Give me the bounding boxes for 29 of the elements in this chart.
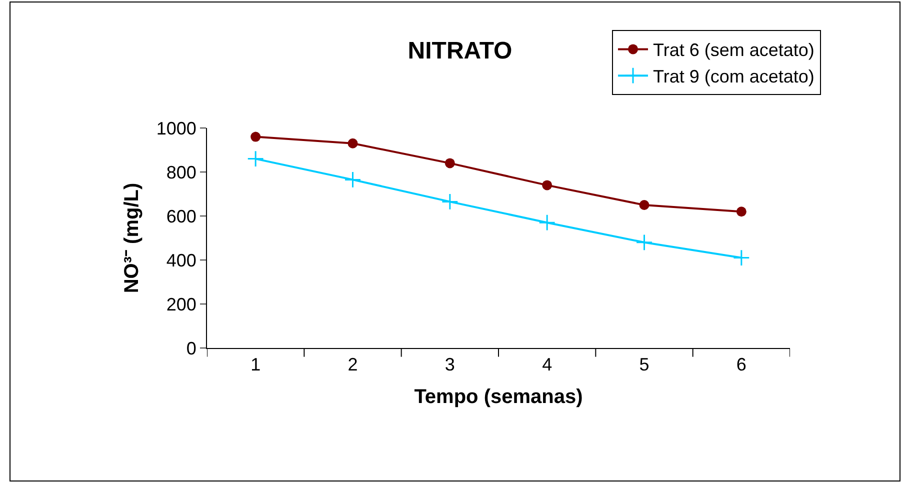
point <box>441 193 458 210</box>
x-tick-label: 2 <box>348 354 358 375</box>
point <box>250 132 261 142</box>
point <box>736 206 746 217</box>
legend-label: Trat 6 (sem acetato) <box>653 40 814 60</box>
legend-label: Trat 9 (com acetato) <box>653 66 814 87</box>
x-tick-label: 1 <box>250 354 261 375</box>
y-tick-label: 0 <box>186 338 196 358</box>
x-tick-label: 4 <box>542 354 552 375</box>
x-tick-label: 6 <box>736 354 746 375</box>
y-tick-label: 1000 <box>156 118 196 138</box>
x-tick-label: 5 <box>639 354 650 375</box>
point <box>636 234 653 251</box>
chart-title: NITRATO <box>408 37 512 64</box>
point <box>542 180 552 190</box>
point <box>639 200 650 210</box>
y-axis-title: NO³⁻ (mg/L) <box>120 182 143 294</box>
point <box>344 171 362 188</box>
x-axis-title: Tempo (semanas) <box>414 386 583 408</box>
point <box>732 249 750 266</box>
y-tick-label: 400 <box>166 250 196 270</box>
point <box>444 158 455 168</box>
y-tick-label: 200 <box>166 294 196 314</box>
y-tick-label: 800 <box>166 162 196 182</box>
point <box>538 214 556 232</box>
point <box>348 138 358 148</box>
point <box>247 150 264 168</box>
y-tick-label: 600 <box>166 206 196 226</box>
x-tick-label: 3 <box>444 354 455 375</box>
